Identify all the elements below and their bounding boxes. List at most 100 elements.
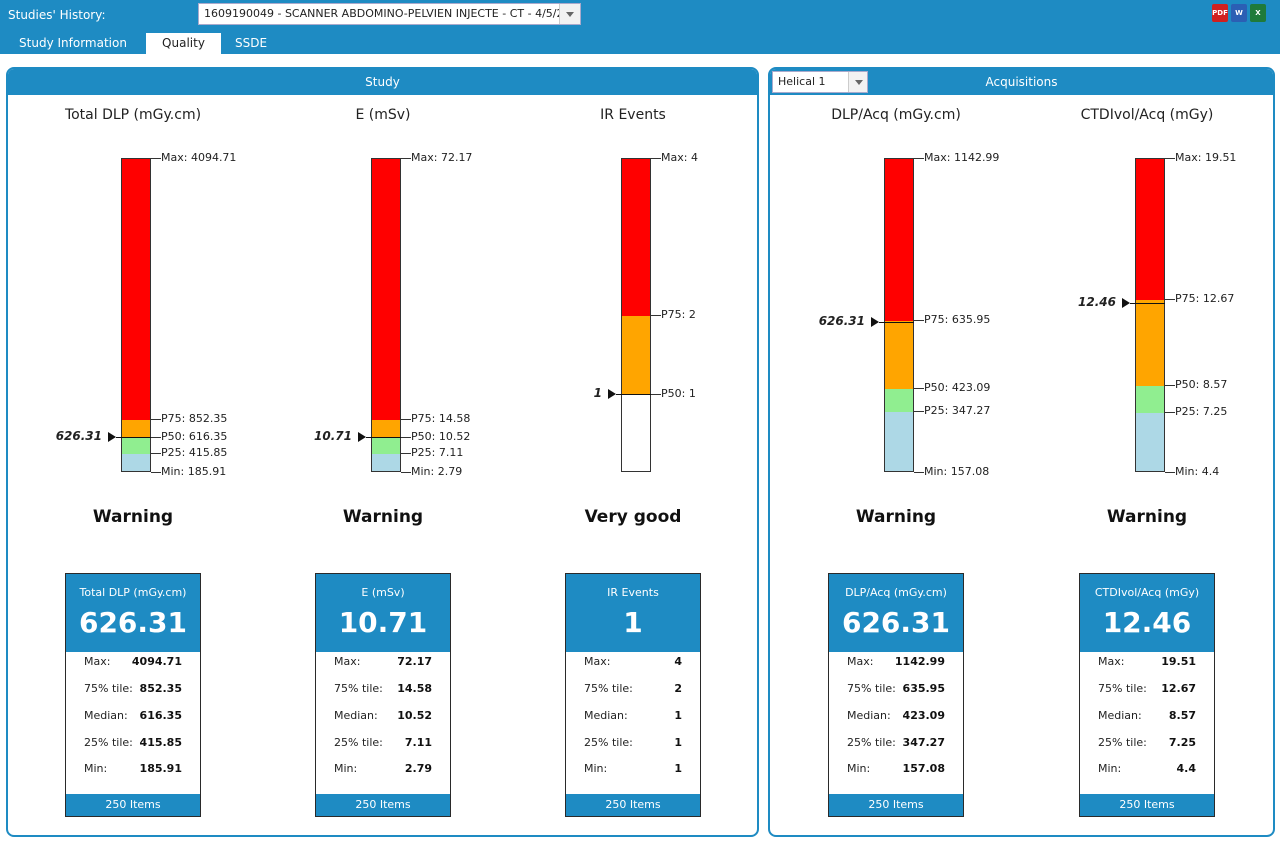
ctdivol-per-acq-gauge — [1135, 158, 1165, 472]
dlp-per-acq-card-row-p25: 25% tile: 347.27 — [847, 736, 945, 752]
total-dlp-pointer-value: 626.31 — [55, 429, 102, 443]
total-dlp-card-title: Total DLP (mGy.cm) — [79, 586, 187, 599]
effective-dose-p25-label: P25: 7.11 — [411, 446, 464, 459]
effective-dose-card-title: E (mSv) — [361, 586, 405, 599]
chevron-down-icon[interactable] — [848, 72, 867, 92]
tab-ssde[interactable]: SSDE — [234, 36, 268, 50]
ir-events-pointer-arrow-icon — [608, 389, 616, 399]
pdf-export-icon[interactable]: PDF — [1212, 4, 1228, 22]
total-dlp-green-segment — [122, 438, 150, 454]
dlp-per-acq-p50-label: P50: 423.09 — [924, 381, 991, 394]
effective-dose-max-row-label: Max: — [334, 655, 361, 668]
ctdivol-per-acq-pointer-arrow-icon — [1122, 298, 1130, 308]
total-dlp-red-segment — [122, 159, 150, 420]
ir-events-p75-label: P75: 2 — [661, 308, 696, 321]
ir-events-gauge — [621, 158, 651, 472]
word-export-icon[interactable]: W — [1231, 4, 1247, 22]
effective-dose-p75-label: P75: 14.58 — [411, 412, 471, 425]
effective-dose-pointer-line — [366, 437, 401, 438]
ir-events-p50-tick — [651, 394, 661, 395]
ir-events-min-row-value: 1 — [674, 762, 682, 775]
total-dlp-title: Total DLP (mGy.cm) — [64, 107, 202, 123]
dlp-per-acq-card-footer: 250 Items — [829, 794, 963, 816]
dlp-per-acq-median-row-label: Median: — [847, 709, 891, 722]
ir-events-p25-row-label: 25% tile: — [584, 736, 633, 749]
effective-dose-p75-tick — [401, 419, 411, 420]
dlp-per-acq-p25-row-value: 347.27 — [902, 736, 945, 749]
ir-events-p50-label: P50: 1 — [661, 387, 696, 400]
acquisitions-panel: Helical 1 Acquisitions — [768, 67, 1275, 837]
effective-dose-card-row-p25: 25% tile: 7.11 — [334, 736, 432, 752]
ctdivol-per-acq-green-segment — [1136, 386, 1164, 413]
ir-events-card-value: 1 — [623, 606, 643, 639]
ctdivol-per-acq-title: CTDIvol/Acq (mGy) — [1080, 107, 1214, 123]
ir-events-p25-row-value: 1 — [674, 736, 682, 749]
dlp-per-acq-min-row-label: Min: — [847, 762, 871, 775]
dlp-per-acq-p25-tick — [914, 411, 924, 412]
ir-events-card: IR Events 1 Max: 4 75% tile: 2 Median: 1 25% til… — [565, 573, 701, 817]
dlp-per-acq-pointer-line — [879, 322, 914, 323]
total-dlp-min-row-label: Min: — [84, 762, 108, 775]
ir-events-title: IR Events — [600, 107, 666, 123]
ir-events-card-row-p75: 75% tile: 2 — [584, 682, 682, 698]
total-dlp-max-label: Max: 4094.71 — [161, 151, 237, 164]
total-dlp-card-row-median: Median: 616.35 — [84, 709, 182, 725]
chevron-down-icon[interactable] — [559, 4, 580, 24]
header-bar: Studies' History: 1609190049 - SCANNER A… — [0, 0, 1280, 54]
tab-quality[interactable]: Quality — [146, 33, 221, 54]
total-dlp-p75-label: P75: 852.35 — [161, 412, 228, 425]
dlp-per-acq-title: DLP/Acq (mGy.cm) — [831, 107, 961, 123]
effective-dose-card-row-p75: 75% tile: 14.58 — [334, 682, 432, 698]
total-dlp-p25-label: P25: 415.85 — [161, 446, 228, 459]
ctdivol-per-acq-p50-label: P50: 8.57 — [1175, 378, 1228, 391]
effective-dose-card-footer: 250 Items — [316, 794, 450, 816]
ctdivol-per-acq-p75-row-value: 12.67 — [1161, 682, 1196, 695]
excel-export-icon[interactable]: X — [1250, 4, 1266, 22]
total-dlp-p75-row-value: 852.35 — [139, 682, 182, 695]
ir-events-p75-tick — [651, 315, 661, 316]
total-dlp-p75-tick — [151, 419, 161, 420]
total-dlp-max-row-value: 4094.71 — [131, 655, 182, 668]
ctdivol-per-acq-p75-row-label: 75% tile: — [1098, 682, 1147, 695]
ctdivol-per-acq-blue-segment — [1136, 413, 1164, 471]
effective-dose-red-segment — [372, 159, 400, 420]
effective-dose-card-header: E (mSv) 10.71 — [316, 574, 450, 652]
ctdivol-per-acq-p25-tick — [1165, 412, 1175, 413]
ir-events-pointer-line — [616, 394, 651, 395]
dlp-per-acq-pointer-value: 626.31 — [818, 314, 865, 328]
studies-history-dropdown[interactable]: 1609190049 - SCANNER ABDOMINO-PELVIEN IN… — [198, 3, 581, 25]
ctdivol-per-acq-p75-tick — [1165, 299, 1175, 300]
ctdivol-per-acq-pointer-value: 12.46 — [1078, 295, 1116, 309]
total-dlp-pointer-arrow-icon — [108, 432, 116, 442]
total-dlp-min-label: Min: 185.91 — [161, 465, 227, 478]
tab-study-information[interactable]: Study Information — [19, 36, 127, 50]
dlp-per-acq-gauge — [884, 158, 914, 472]
ir-events-orange-segment — [622, 316, 650, 395]
total-dlp-orange-segment — [122, 420, 150, 438]
ctdivol-per-acq-p75-label: P75: 12.67 — [1175, 292, 1235, 305]
ir-events-min-row-label: Min: — [584, 762, 608, 775]
dlp-per-acq-card-value: 626.31 — [841, 606, 951, 639]
total-dlp-card: Total DLP (mGy.cm) 626.31 Max: 4094.71 75% t… — [65, 573, 201, 817]
ir-events-median-row-label: Median: — [584, 709, 628, 722]
total-dlp-card-row-min: Min: 185.91 — [84, 762, 182, 778]
total-dlp-gauge — [121, 158, 151, 472]
effective-dose-p25-row-value: 7.11 — [404, 736, 432, 749]
total-dlp-p50-label: P50: 616.35 — [161, 430, 228, 443]
effective-dose-title: E (mSv) — [355, 107, 411, 123]
dlp-per-acq-max-row-value: 1142.99 — [894, 655, 945, 668]
ctdivol-per-acq-max-row-label: Max: — [1098, 655, 1125, 668]
dlp-per-acq-p75-label: P75: 635.95 — [924, 313, 991, 326]
total-dlp-p25-row-value: 415.85 — [139, 736, 182, 749]
ir-events-card-row-max: Max: 4 — [584, 655, 682, 671]
effective-dose-card-value: 10.71 — [338, 606, 428, 639]
effective-dose-pointer-value: 10.71 — [314, 429, 352, 443]
ir-events-card-title: IR Events — [607, 586, 659, 599]
acquisition-dropdown[interactable]: Helical 1 — [772, 71, 868, 93]
total-dlp-card-footer: 250 Items — [66, 794, 200, 816]
total-dlp-median-row-value: 616.35 — [139, 709, 182, 722]
ctdivol-per-acq-max-row-value: 19.51 — [1161, 655, 1196, 668]
total-dlp-status: Warning — [92, 507, 174, 527]
effective-dose-green-segment — [372, 438, 400, 454]
ctdivol-per-acq-p25-row-label: 25% tile: — [1098, 736, 1147, 749]
